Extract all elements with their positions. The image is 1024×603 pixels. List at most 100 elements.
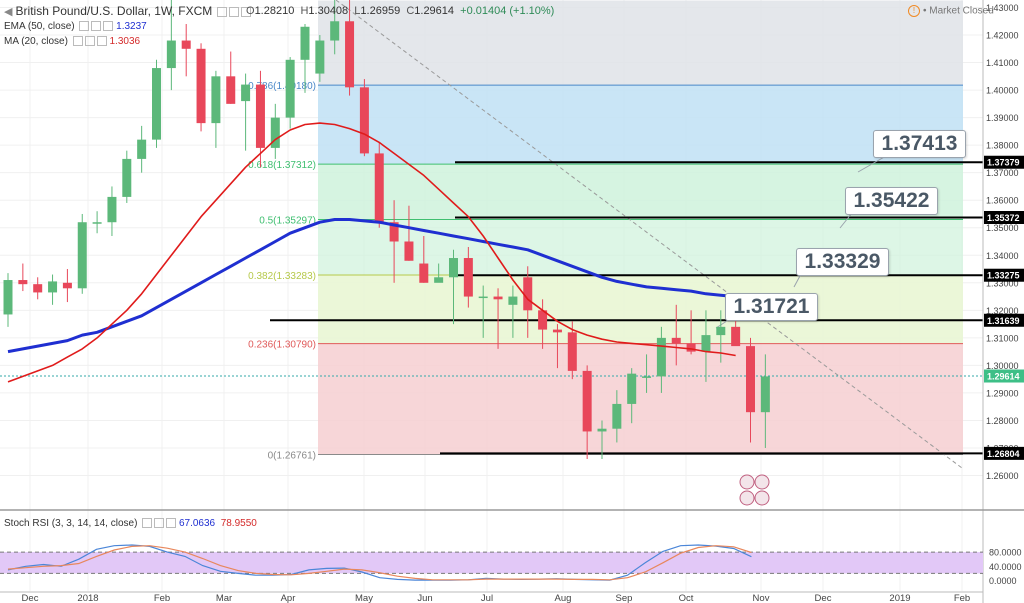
price-tick-label: 1.38000 [986,141,1019,151]
stoch-d-line [7,545,752,581]
price-tick-label: 1.39000 [986,113,1019,123]
price-tick-label: 1.31000 [986,333,1019,343]
candle-up [449,258,458,278]
time-tick-label: Aug [555,593,572,603]
price-callout-4: 1.31721 [725,293,818,321]
price-tick-label: 1.28000 [986,416,1019,426]
candle-down [686,343,696,352]
candle-up [330,21,340,41]
callout-pointer [857,155,887,173]
candle-down [552,329,562,333]
market-status: ! • Market Closed [908,5,994,17]
candle-down [582,370,592,432]
ema-legend[interactable]: EMA (50, close) 1.3237 [4,21,147,32]
price-callout-2: 1.35422 [845,187,938,215]
candle-up [3,280,13,315]
rsi-tick-label: 0.0000 [989,576,1017,586]
candle-up [270,117,280,148]
fib-level-label: 0.382(1.33283) [248,271,316,282]
level-price-label: 1.31639 [987,316,1020,326]
ema-value: 1.3237 [116,21,147,32]
chart-header: ◀ British Pound/U.S. Dollar, 1W, FXCM [4,4,252,18]
candle-down [731,326,741,347]
price-tick-label: 1.41000 [986,58,1019,68]
event-flag-icon [754,474,770,490]
candle-up [597,428,607,432]
time-tick-label: Nov [753,593,770,603]
last-price-label: 1.29614 [987,372,1020,382]
level-price-tag [984,268,1024,282]
callout-pointer [839,212,853,229]
candle-down [523,277,533,311]
candle-down [404,241,414,261]
symbol-title: British Pound/U.S. Dollar, 1W, FXCM [15,4,213,18]
fib-level-label: 0(1.26761) [268,451,316,462]
settings-icon [154,518,165,529]
event-flag-icon [739,490,755,506]
candle-up [627,373,637,404]
level-price-label: 1.35372 [987,213,1020,223]
price-tick-label: 1.33000 [986,278,1019,288]
last-price-tag [984,369,1024,383]
candle-down [345,21,355,88]
fib-zone-0786 [318,85,963,165]
stoch-k-line [7,544,752,581]
candle-up [107,196,117,223]
candle-up [478,296,488,299]
price-tick-label: 1.32000 [986,306,1019,316]
time-tick-label: May [355,593,373,603]
candle-down [33,284,43,293]
rsi-tick-label: 80.0000 [989,548,1022,558]
price-tick-label: 1.35000 [986,223,1019,233]
stoch-d-value: 78.9550 [220,518,257,529]
settings-icon[interactable] [229,7,240,18]
close-icon[interactable] [241,7,252,18]
price-tick-label: 1.36000 [986,196,1019,206]
price-tick-label: 1.26000 [986,471,1019,481]
stoch-rsi-legend[interactable]: Stoch RSI (3, 3, 14, 14, close) 67.0636 … [4,518,257,529]
ma-20-line [7,122,736,383]
eye-icon [72,36,83,47]
time-tick-label: 2018 [77,593,98,603]
time-tick-label: Jul [481,593,493,603]
candle-down [62,282,72,289]
candle-up [315,40,325,74]
ma-value: 1.3036 [109,36,141,47]
fib-level-label: 0.236(1.30790) [248,340,316,351]
clock-icon: ! [908,5,920,17]
candle-down [181,40,191,49]
ema-50-line [7,218,766,354]
time-tick-label: Jun [417,593,432,603]
time-tick-label: Feb [954,593,970,603]
candle-down [538,310,548,330]
fib-zone-top [318,0,963,86]
level-price-label: 1.33275 [987,271,1020,281]
price-tick-label: 1.37000 [986,168,1019,178]
fib-level-label: 0.618(1.37312) [248,160,316,171]
time-tick-label: Mar [216,593,232,603]
stoch-rsi-band [0,552,983,574]
candle-up [300,26,310,60]
candle-up [241,84,251,102]
price-tick-label: 1.30000 [986,361,1019,371]
close-icon [166,518,177,529]
candle-up [508,296,518,305]
event-flag-icon [754,490,770,506]
ma-legend[interactable]: MA (20, close) 1.3036 [4,36,141,47]
stoch-k-value: 67.0636 [178,518,216,529]
candle-up [122,158,132,197]
candle-up [92,222,102,224]
eye-icon[interactable] [217,7,228,18]
eye-icon [142,518,153,529]
fib-level-label: 0.786(1.40180) [248,81,316,92]
level-price-label: 1.26804 [987,449,1020,459]
time-tick-label: Apr [281,593,296,603]
price-tick-label: 1.29000 [986,388,1019,398]
fib-zone-0236 [318,343,963,455]
candle-up [211,76,221,124]
price-callout-3: 1.33329 [796,248,889,276]
collapse-icon[interactable]: ◀ [4,6,13,18]
level-price-tag [984,446,1024,460]
candle-up [285,59,295,118]
